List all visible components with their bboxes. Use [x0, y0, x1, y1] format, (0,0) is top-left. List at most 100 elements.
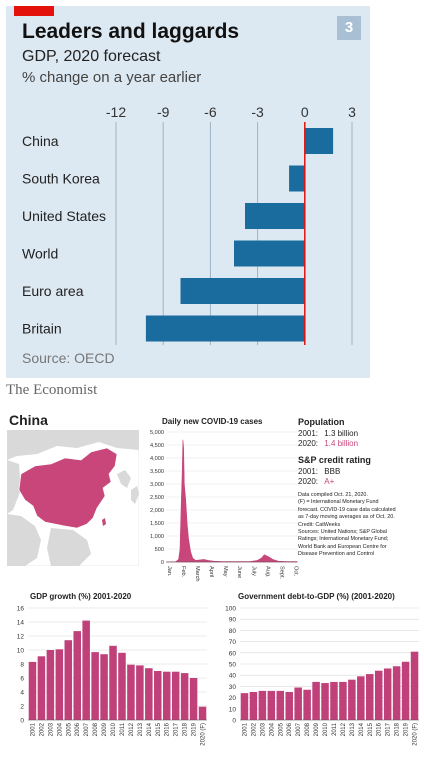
note-line: (F) = International Monetary Fund — [298, 499, 379, 506]
x-tick-label: 2005 — [66, 722, 72, 736]
x-tick-label: 2012 — [129, 722, 135, 736]
x-tick-label: Sept. — [278, 566, 284, 580]
x-tick-label: 2001 — [242, 722, 248, 736]
population-heading: Population — [298, 417, 345, 427]
bar — [245, 203, 305, 229]
bar — [162, 671, 171, 720]
x-tick-label: 2020 (F) — [201, 723, 207, 746]
rating-2020-value: A+ — [324, 477, 335, 486]
red-tab — [14, 6, 54, 16]
x-tick-label: 3 — [348, 104, 356, 120]
bar — [28, 661, 37, 720]
rating-2020-label: 2020: — [298, 477, 319, 486]
chart-unit-line: % change on a year earlier — [22, 69, 202, 86]
x-tick-label: March — [194, 566, 200, 582]
bar — [73, 631, 81, 720]
x-tick-label: 2001 — [30, 722, 36, 736]
y-tick-label: 8 — [20, 662, 24, 669]
bar — [303, 689, 311, 720]
x-tick-label: 2002 — [251, 722, 257, 736]
x-tick-label: 2011 — [332, 722, 338, 736]
bar — [374, 670, 383, 720]
covid-cases-chart: Daily new COVID-19 cases 0 500 1,000 1,500 2,… — [150, 417, 298, 582]
x-tick-label: May — [222, 566, 228, 577]
y-tick-label: 2,500 — [150, 495, 164, 501]
bar — [276, 690, 285, 720]
bar — [100, 654, 108, 720]
y-tick-label: 20 — [229, 695, 237, 702]
china-map — [7, 430, 139, 566]
bar — [145, 315, 305, 342]
x-tick-label: 2002 — [39, 722, 45, 736]
x-tick-label: 2009 — [314, 722, 320, 736]
y-tick-label: 60 — [229, 650, 237, 657]
x-tick-label: 2016 — [165, 722, 171, 736]
note-line: as 7-day moving averages as of Oct. 20. — [298, 514, 395, 521]
category-label: China — [22, 133, 59, 149]
x-tick-label: -9 — [157, 104, 170, 120]
x-tick-label: 0 — [301, 104, 309, 120]
category-label: Euro area — [22, 283, 84, 299]
population-2020-label: 2020: — [298, 439, 319, 448]
category-label: United States — [22, 208, 106, 224]
chart-source: Source: OECD — [22, 350, 115, 366]
bar — [383, 668, 392, 720]
y-tick-label: 40 — [229, 673, 237, 680]
bar — [198, 706, 207, 720]
population-2001-row: 2001: 1.3 billion — [298, 429, 358, 438]
bar — [171, 671, 180, 720]
x-tick-label: 2016 — [377, 722, 383, 736]
x-tick-label: 2007 — [296, 722, 302, 736]
neighbor-land-southeast — [47, 528, 91, 566]
y-tick-label: 80 — [229, 628, 237, 635]
bar — [285, 692, 293, 720]
x-tick-label: -12 — [106, 104, 126, 120]
note-line: Data compiled Oct. 21, 2020. — [298, 492, 368, 498]
bar-chart-title: Government debt-to-GDP (%) (2001-2020) — [238, 592, 395, 601]
x-tick-label: 2011 — [120, 722, 126, 736]
x-tick-label: June — [236, 566, 242, 578]
x-tick-label: 2013 — [350, 722, 356, 736]
bar — [145, 668, 153, 720]
x-tick-label: 2005 — [278, 722, 284, 736]
y-tick-label: 10 — [229, 706, 237, 713]
population-2020-value: 1.4 billion — [324, 439, 359, 448]
bar — [258, 690, 267, 720]
bar — [234, 240, 305, 267]
x-tick-label: 2019 — [192, 722, 198, 736]
y-tick-label: 0 — [232, 718, 236, 725]
bar — [180, 278, 305, 304]
population-2020-row: 2020: 1.4 billion — [298, 439, 358, 448]
note-line: Ratings; International Monetary Fund; — [298, 536, 389, 543]
y-tick-label: 2 — [20, 704, 24, 711]
neighbor-land-southwest — [7, 514, 41, 566]
y-tick-label: 4 — [20, 690, 24, 697]
population-2001-value: 1.3 billion — [324, 429, 359, 438]
x-tick-label: Jan. — [166, 566, 172, 577]
x-tick-label: Feb. — [180, 566, 186, 578]
x-tick-label: 2018 — [183, 722, 189, 736]
chart-number: 3 — [344, 19, 354, 36]
rating-2020-row: 2020: A+ — [298, 477, 334, 486]
y-tick-label: 12 — [17, 634, 25, 641]
x-tick-label: 2010 — [323, 722, 329, 736]
x-tick-label: 2007 — [84, 722, 90, 736]
chart-title: Leaders and laggards — [22, 20, 240, 43]
x-tick-label: 2003 — [48, 722, 54, 736]
x-tick-label: 2017 — [174, 722, 180, 736]
x-tick-label: -6 — [204, 104, 217, 120]
x-tick-label: -3 — [251, 104, 264, 120]
x-tick-label: April — [208, 566, 214, 577]
category-label: South Korea — [22, 171, 100, 187]
bar — [366, 674, 374, 720]
y-tick-label: 3,500 — [150, 469, 164, 475]
y-tick-label: 0 — [161, 560, 164, 566]
x-tick-label: 2003 — [260, 722, 266, 736]
bar — [321, 683, 329, 720]
x-tick-label: Aug. — [264, 566, 270, 578]
y-tick-label: 50 — [229, 662, 237, 669]
y-tick-label: 6 — [20, 676, 24, 683]
bar — [312, 681, 320, 720]
bar — [294, 687, 302, 720]
x-tick-label: 2017 — [386, 722, 392, 736]
